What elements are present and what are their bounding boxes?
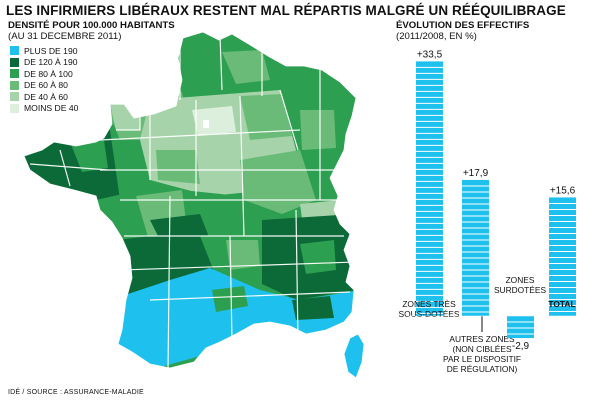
category-label: ZONES — [506, 275, 535, 285]
category-label: DE RÉGULATION) — [447, 364, 518, 374]
legend-label: PLUS DE 190 — [24, 45, 78, 56]
corsica-region — [343, 333, 365, 379]
category-label: TOTAL — [548, 299, 575, 309]
bar — [507, 316, 534, 339]
legend-item: DE 120 À 190 — [10, 57, 78, 68]
legend-label: MOINS DE 40 — [24, 103, 79, 114]
legend-item: DE 80 À 100 — [10, 68, 78, 79]
legend-swatch — [10, 69, 19, 79]
category-label: AUTRES ZONES — [449, 334, 515, 344]
category-label: SURDOTÉES — [494, 285, 547, 295]
legend-item: PLUS DE 190 — [10, 45, 78, 56]
bar — [462, 179, 489, 316]
value-label: -2,9 — [512, 341, 530, 352]
legend-swatch — [10, 57, 19, 67]
legend-item: DE 60 À 80 — [10, 80, 78, 91]
chart-title: ÉVOLUTION DES EFFECTIFS — [396, 20, 530, 31]
value-label: +17,9 — [463, 168, 489, 179]
category-label: (NON CIBLÉES — [452, 344, 512, 354]
paris-marker — [203, 120, 209, 128]
category-label: PAR LE DISPOSITIF — [443, 354, 521, 364]
legend-swatch — [10, 103, 19, 113]
legend-label: DE 60 À 80 — [24, 80, 68, 91]
legend-label: DE 40 À 60 — [24, 91, 68, 102]
map-heading: DENSITÉ POUR 100.000 HABITANTS — [8, 20, 175, 31]
page-title: LES INFIRMIERS LIBÉRAUX RESTENT MAL RÉPA… — [6, 3, 566, 18]
bar — [549, 197, 576, 316]
legend-item: DE 40 À 60 — [10, 91, 78, 102]
map-legend: PLUS DE 190 DE 120 À 190 DE 80 À 100 DE … — [10, 45, 78, 115]
legend-swatch — [10, 46, 19, 55]
legend-label: DE 120 À 190 — [24, 57, 78, 68]
legend-label: DE 80 À 100 — [24, 68, 73, 79]
chart-subtitle: (2011/2008, EN %) — [396, 31, 477, 42]
category-label: SOUS-DOTÉES — [399, 309, 460, 319]
legend-swatch — [10, 80, 19, 90]
category-label: ZONES TRÈS — [402, 299, 456, 309]
value-label: +33,5 — [417, 49, 443, 60]
source-footer: IDÉ / SOURCE : ASSURANCE-MALADIE — [8, 389, 144, 396]
map-subheading: (AU 31 DECEMBRE 2011) — [8, 31, 122, 42]
value-label: +15,6 — [550, 185, 576, 196]
legend-swatch — [10, 92, 19, 102]
legend-item: MOINS DE 40 — [10, 103, 78, 114]
